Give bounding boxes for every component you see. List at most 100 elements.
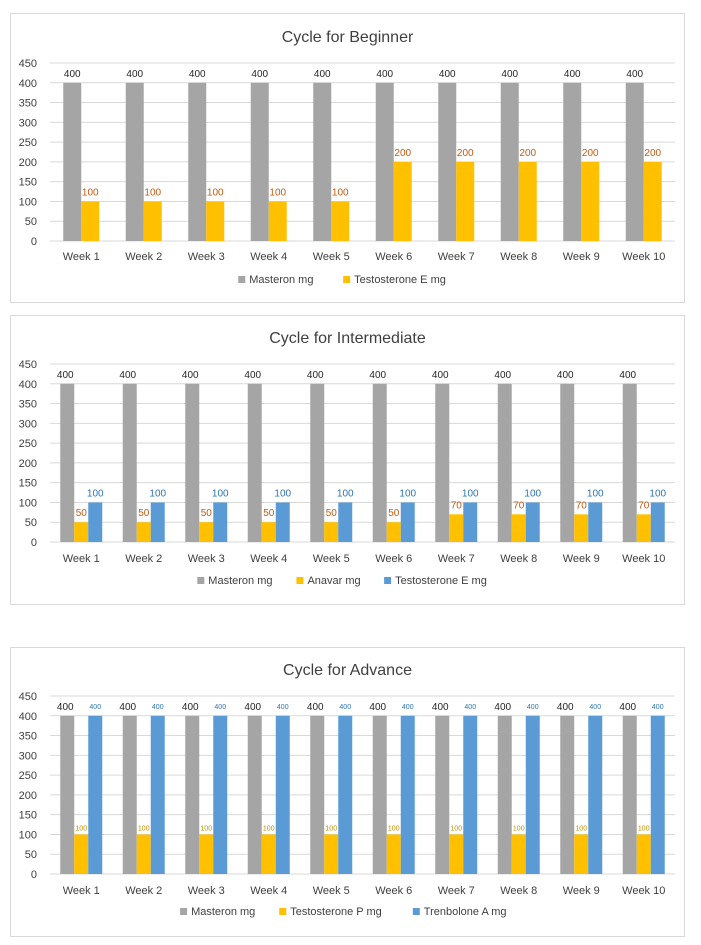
bar xyxy=(518,161,537,241)
bar xyxy=(338,715,353,874)
x-tick-label: Week 5 xyxy=(313,885,350,897)
x-tick-label: Week 6 xyxy=(375,553,412,565)
y-tick-label: 350 xyxy=(19,399,37,411)
bar xyxy=(60,383,75,542)
bar xyxy=(74,522,89,542)
data-label: 70 xyxy=(513,500,525,511)
data-label: 400 xyxy=(619,702,636,713)
bar xyxy=(213,502,228,542)
data-label: 400 xyxy=(527,704,539,711)
bar xyxy=(581,161,600,241)
y-tick-label: 450 xyxy=(19,58,37,70)
data-label: 400 xyxy=(251,69,268,80)
bar xyxy=(622,715,637,874)
data-label: 100 xyxy=(138,825,150,832)
bar xyxy=(261,834,276,874)
y-tick-label: 400 xyxy=(19,711,37,723)
bar xyxy=(185,383,200,542)
bar xyxy=(88,502,103,542)
data-label: 200 xyxy=(582,148,599,159)
bar xyxy=(313,82,332,242)
bar xyxy=(386,834,401,874)
bar xyxy=(213,715,228,874)
bar xyxy=(375,82,394,242)
y-tick-label: 100 xyxy=(19,196,37,208)
data-label: 400 xyxy=(189,69,206,80)
data-label: 400 xyxy=(314,69,331,80)
data-label: 200 xyxy=(519,148,536,159)
x-tick-label: Week 8 xyxy=(500,885,537,897)
bar xyxy=(88,715,103,874)
x-tick-label: Week 9 xyxy=(563,553,600,565)
data-label: 400 xyxy=(126,69,143,80)
bar xyxy=(143,201,162,241)
bar xyxy=(449,514,464,542)
data-label: 50 xyxy=(388,508,400,519)
legend-swatch xyxy=(197,577,205,584)
data-label: 400 xyxy=(619,370,636,381)
x-tick-label: Week 9 xyxy=(563,885,600,897)
data-label: 100 xyxy=(75,825,87,832)
data-label: 400 xyxy=(244,702,261,713)
bar xyxy=(247,715,262,874)
bar xyxy=(511,514,526,542)
y-tick-label: 250 xyxy=(19,137,37,149)
bar xyxy=(275,715,290,874)
bar xyxy=(463,502,478,542)
y-tick-label: 150 xyxy=(19,478,37,490)
bar xyxy=(500,82,519,242)
bar xyxy=(456,161,475,241)
x-tick-label: Week 2 xyxy=(125,885,162,897)
bar xyxy=(81,201,100,241)
x-tick-label: Week 5 xyxy=(313,251,350,263)
data-label: 100 xyxy=(263,825,275,832)
x-tick-label: Week 5 xyxy=(313,553,350,565)
data-label: 100 xyxy=(587,488,604,499)
legend-label: Trenbolone A mg xyxy=(424,906,507,918)
x-tick-label: Week 10 xyxy=(622,885,665,897)
bar xyxy=(122,383,137,542)
bar xyxy=(435,715,450,874)
data-label: 100 xyxy=(462,488,479,499)
data-label: 400 xyxy=(57,370,74,381)
data-label: 100 xyxy=(200,825,212,832)
data-label: 100 xyxy=(87,488,104,499)
bar xyxy=(511,834,526,874)
data-label: 70 xyxy=(451,500,463,511)
x-tick-label: Week 3 xyxy=(188,553,225,565)
legend-label: Masteron mg xyxy=(249,274,313,286)
x-tick-label: Week 6 xyxy=(375,885,412,897)
data-label: 100 xyxy=(149,488,166,499)
legend-swatch xyxy=(412,908,420,915)
data-label: 400 xyxy=(494,370,511,381)
bar xyxy=(60,715,75,874)
legend-label: Testosterone E mg xyxy=(354,274,446,286)
bar xyxy=(574,834,589,874)
bar xyxy=(622,383,637,542)
y-tick-label: 400 xyxy=(19,379,37,391)
data-label: 100 xyxy=(325,825,337,832)
bar xyxy=(525,715,540,874)
x-tick-label: Week 3 xyxy=(188,251,225,263)
chart-panel-intermediate: Cycle for Intermediate 0 50 100 150 200 250 300… xyxy=(10,315,685,605)
bar xyxy=(400,715,415,874)
legend-label: Testosterone E mg xyxy=(395,575,487,587)
bar xyxy=(636,514,651,542)
bar xyxy=(588,502,603,542)
bar xyxy=(588,715,603,874)
x-tick-label: Week 1 xyxy=(63,251,100,263)
data-label: 400 xyxy=(439,69,456,80)
chart-title: Cycle for Beginner xyxy=(282,29,414,46)
y-tick-label: 400 xyxy=(19,78,37,90)
data-label: 400 xyxy=(564,69,581,80)
x-tick-label: Week 7 xyxy=(438,885,475,897)
legend-label: Testosterone P mg xyxy=(290,906,382,918)
bar xyxy=(650,715,665,874)
data-label: 400 xyxy=(464,704,476,711)
bar xyxy=(449,834,464,874)
data-label: 400 xyxy=(339,704,351,711)
data-label: 400 xyxy=(89,704,101,711)
x-tick-label: Week 8 xyxy=(500,553,537,565)
bar xyxy=(497,715,512,874)
x-tick-label: Week 6 xyxy=(375,251,412,263)
